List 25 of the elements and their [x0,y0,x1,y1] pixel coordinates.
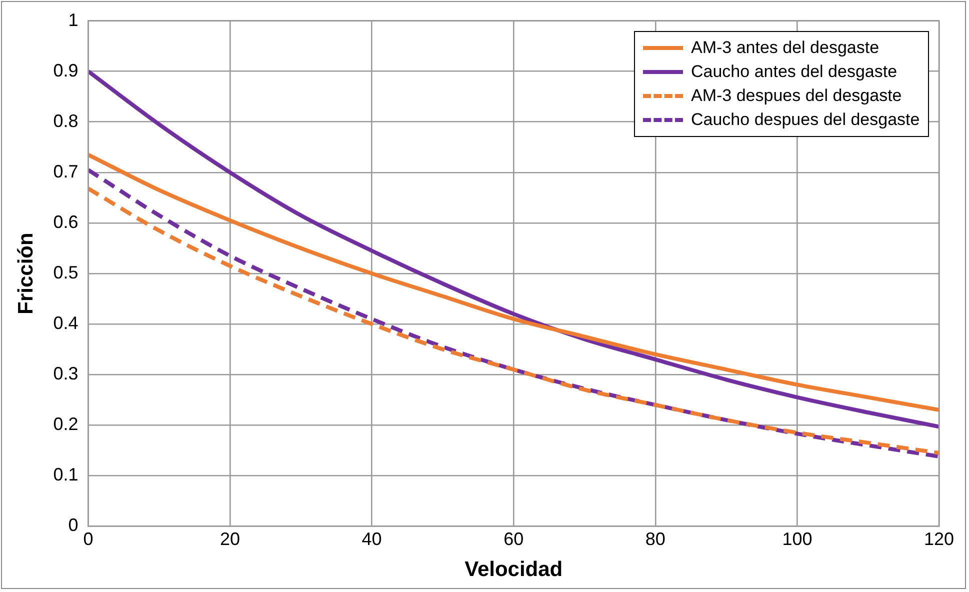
y-tick-label: 0.8 [53,110,78,131]
y-tick-label: 0.4 [53,313,78,334]
legend-label: Caucho antes del desgaste [691,62,898,82]
x-tick-label: 60 [504,528,524,549]
y-tick-label: 0.6 [53,212,78,232]
x-axis-title: Velocidad [464,558,563,582]
line-series [88,152,939,412]
y-tick-label: 0.5 [53,262,78,282]
y-tick-label: 0.3 [53,364,78,384]
x-tick-label: 100 [782,528,812,549]
y-tick-label: 0.1 [53,464,78,485]
x-tick-label: 120 [924,528,954,549]
x-tick-label: 20 [220,528,240,549]
legend-label: AM-3 despues del desgaste [691,86,902,106]
y-tick-label: 1 [68,10,78,30]
x-tick-label: 0 [83,528,94,549]
y-tick-label: 0 [68,515,78,536]
y-tick-label: 0.2 [53,414,78,434]
y-tick-label: 0.9 [53,60,78,80]
y-axis-title: Fricción [14,232,38,314]
x-tick-label: 40 [362,528,382,549]
y-tick-label: 0.7 [53,161,78,182]
legend-label: Caucho despues del desgaste [691,110,920,130]
x-tick-label: 80 [645,528,666,549]
legend-label: AM-3 antes del desgaste [691,38,880,58]
